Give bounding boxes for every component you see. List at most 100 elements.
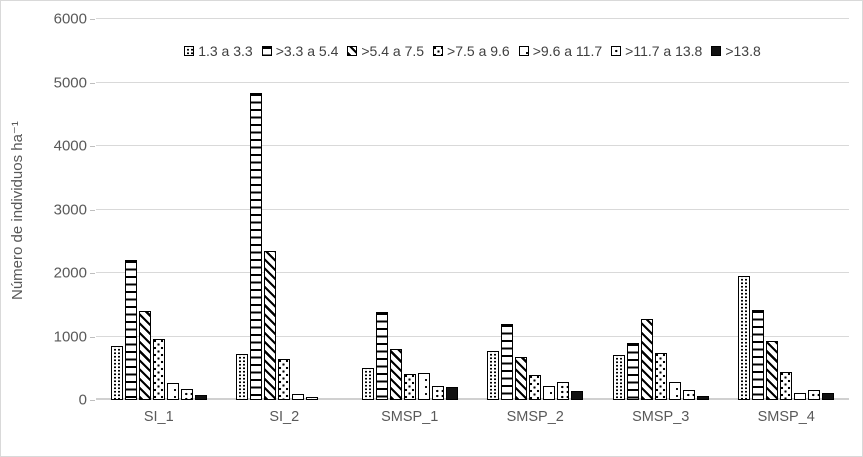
legend-swatch-icon [433, 46, 444, 56]
bar [306, 397, 319, 400]
bar [557, 381, 570, 400]
bar [152, 339, 165, 400]
bar [403, 373, 416, 400]
bar [431, 386, 444, 400]
bar [417, 373, 430, 400]
gridline-1000 [96, 335, 849, 337]
legend-label: >11.7 a 13.8 [625, 43, 703, 59]
bar [236, 353, 249, 400]
bar [529, 374, 542, 400]
legend-swatch-icon [184, 46, 195, 56]
bar-group-SMSP_2 [486, 19, 584, 400]
legend-label: >5.4 a 7.5 [361, 43, 425, 59]
bar [571, 390, 584, 400]
x-axis-label-SMSP_1: SMSP_1 [381, 409, 439, 425]
y-tick-mark [90, 82, 95, 84]
y-tick-label-1000: 1000 [53, 328, 87, 345]
bar-groups [96, 19, 849, 400]
bar [180, 389, 193, 400]
bar [626, 342, 639, 400]
legend-item: 1.3 a 3.3 [184, 43, 253, 59]
bar [640, 319, 653, 400]
gridline-2000 [96, 272, 849, 273]
bar-group-SMSP_1 [361, 19, 459, 400]
bar [822, 393, 835, 400]
x-axis-label-SI_2: SI_2 [269, 409, 300, 425]
x-axis-label-SMSP_4: SMSP_4 [757, 409, 815, 425]
bar [668, 381, 681, 400]
bar [278, 359, 291, 400]
bar [612, 354, 625, 400]
legend-label: >9.6 a 11.7 [532, 43, 603, 59]
legend-swatch-icon [347, 46, 358, 56]
gridline-4000 [96, 145, 849, 146]
x-axis-line [96, 398, 849, 400]
x-axis-label-SMSP_2: SMSP_2 [506, 409, 564, 425]
legend-item: >3.3 a 5.4 [261, 43, 339, 59]
legend-swatch-icon [711, 46, 722, 56]
y-tick-label-4000: 4000 [53, 137, 87, 155]
y-tick-mark [90, 336, 95, 338]
y-tick-label-3000: 3000 [53, 201, 87, 218]
bar [738, 275, 751, 400]
bar [445, 386, 458, 400]
bar [110, 346, 123, 400]
y-tick-mark [90, 273, 95, 274]
plot-area: 1.3 a 3.3 >3.3 a 5.4 >5.4 a 7.5 >7.5 a 9.6 >… [96, 18, 849, 400]
bar [766, 340, 779, 400]
bar-group-SMSP_3 [612, 19, 710, 400]
bar-group-SI_1 [110, 19, 208, 400]
bar [124, 260, 137, 400]
bar [487, 351, 500, 400]
gridline-6000 [96, 18, 849, 19]
bar [264, 250, 277, 400]
legend-label: 1.3 a 3.3 [198, 43, 253, 59]
x-axis-labels: SI_1 SI_2 SMSP_1 SMSP_2 SMSP_3 SMSP_4 [96, 409, 849, 425]
legend-item: >5.4 a 7.5 [347, 43, 424, 59]
bar [808, 389, 821, 400]
bar [794, 393, 807, 400]
bar [389, 349, 402, 400]
bar [138, 311, 151, 400]
legend: 1.3 a 3.3 >3.3 a 5.4 >5.4 a 7.5 >7.5 a 9.6 >… [96, 43, 849, 59]
x-axis-label-SMSP_3: SMSP_3 [632, 409, 690, 425]
legend-item: >7.5 a 9.6 [433, 43, 510, 59]
y-tick-label-2000: 2000 [53, 264, 87, 282]
legend-item: >11.7 a 13.8 [611, 43, 702, 59]
bar [292, 394, 305, 400]
bar [543, 386, 556, 400]
bar [752, 309, 765, 400]
gridline-5000 [96, 81, 849, 83]
legend-label: >13.8 [725, 43, 761, 59]
x-axis-label-SI_1: SI_1 [143, 409, 174, 425]
y-tick-mark [90, 146, 95, 147]
bar [194, 395, 207, 400]
legend-swatch-icon [611, 46, 622, 56]
y-tick-mark [90, 19, 95, 20]
bar [682, 389, 695, 400]
legend-swatch-icon [518, 46, 529, 56]
y-tick-mark [90, 209, 95, 211]
y-tick-label-0: 0 [78, 391, 87, 409]
bar-group-SI_2 [235, 19, 333, 400]
bar [654, 353, 667, 400]
bar [166, 382, 179, 400]
y-tick-label-6000: 6000 [53, 10, 87, 28]
bar [696, 395, 709, 400]
legend-swatch-icon [261, 46, 272, 56]
bar [780, 372, 793, 400]
bar [515, 356, 528, 400]
y-tick-label-5000: 5000 [53, 74, 87, 91]
bar-group-SMSP_4 [737, 19, 835, 400]
bar [375, 312, 388, 400]
legend-label: >7.5 a 9.6 [447, 43, 510, 59]
legend-label: >3.3 a 5.4 [275, 43, 339, 59]
y-tick-mark [90, 400, 95, 401]
bar [250, 93, 263, 400]
legend-item: >9.6 a 11.7 [518, 43, 603, 59]
bar [361, 367, 374, 400]
bar [501, 323, 514, 400]
gridline-3000 [96, 208, 849, 210]
legend-item: >13.8 [711, 43, 761, 59]
